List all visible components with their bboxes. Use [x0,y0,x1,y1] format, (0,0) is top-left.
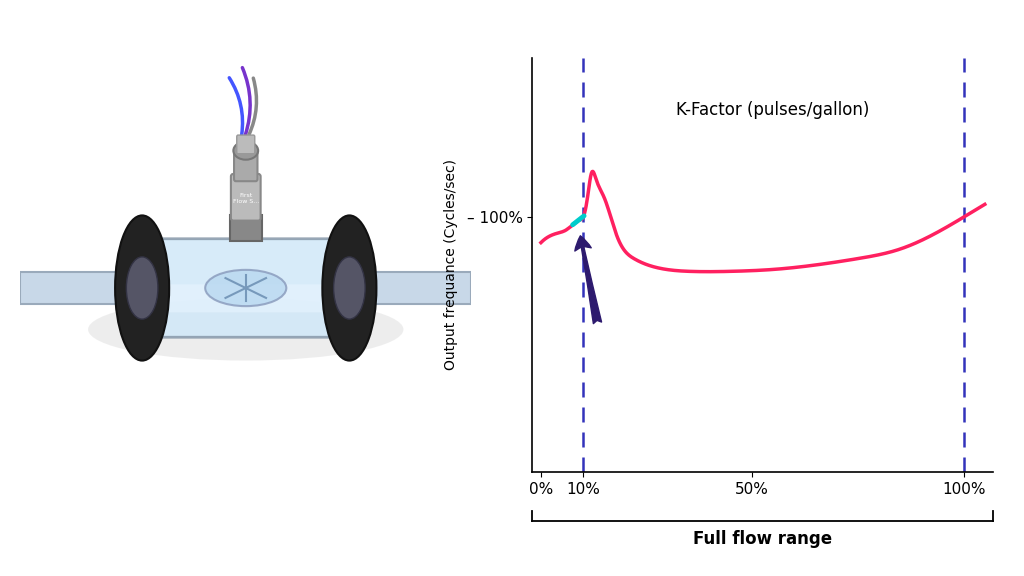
FancyBboxPatch shape [131,238,360,337]
Polygon shape [358,272,471,304]
Text: First
Flow S...: First Flow S... [232,194,259,204]
Bar [230,215,261,241]
FancyBboxPatch shape [234,149,257,181]
Ellipse shape [323,215,377,361]
Ellipse shape [126,257,158,319]
FancyBboxPatch shape [237,135,255,154]
Y-axis label: Output frequance (Cycles/sec): Output frequance (Cycles/sec) [444,160,459,370]
Ellipse shape [205,270,287,306]
Polygon shape [20,272,133,304]
Text: K-Factor (pulses/gallon): K-Factor (pulses/gallon) [676,101,869,119]
Ellipse shape [115,215,169,361]
Ellipse shape [233,142,258,160]
Ellipse shape [88,298,403,361]
FancyBboxPatch shape [230,174,261,221]
FancyBboxPatch shape [137,285,354,312]
Ellipse shape [334,257,366,319]
Text: Full flow range: Full flow range [693,529,833,548]
